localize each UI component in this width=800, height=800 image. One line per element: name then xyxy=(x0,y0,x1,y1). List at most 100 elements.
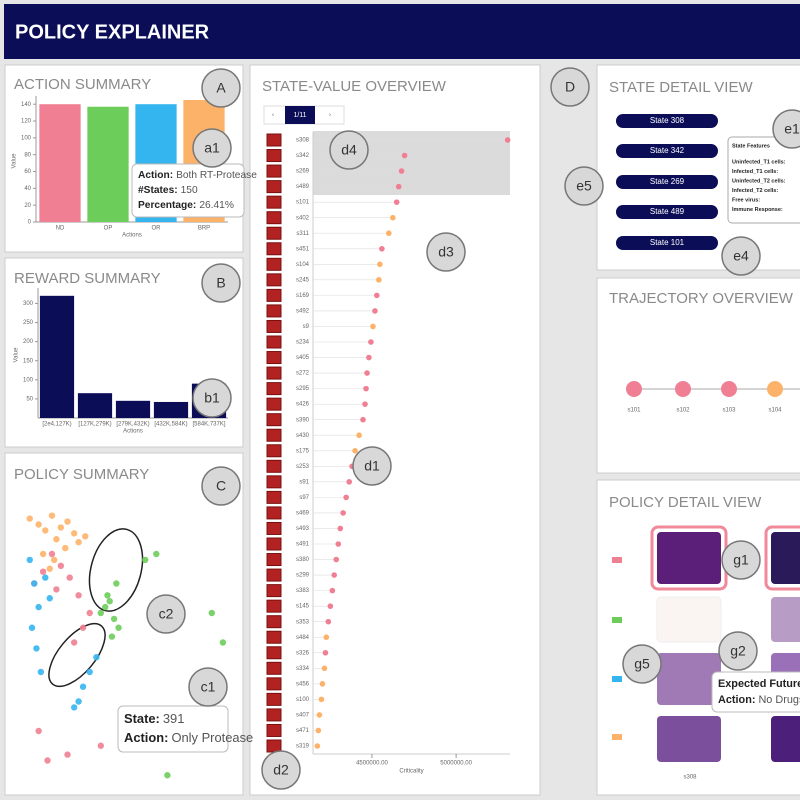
cell[interactable] xyxy=(657,532,721,584)
point xyxy=(53,536,60,543)
x-tick-label: [2e4,127K) xyxy=(42,422,71,428)
x-tick-label: OP xyxy=(104,226,113,232)
state-button-label: State 342 xyxy=(650,146,685,155)
row-marker xyxy=(266,180,282,194)
state-button[interactable] xyxy=(616,205,718,219)
y-tick-label: 150 xyxy=(23,358,34,364)
row-label: s430 xyxy=(296,433,310,439)
dot xyxy=(327,603,334,609)
y-tick-label: 200 xyxy=(23,339,34,345)
row-marker xyxy=(266,257,282,271)
cell[interactable] xyxy=(771,597,800,642)
row-marker xyxy=(266,661,282,675)
point xyxy=(39,550,47,558)
bar xyxy=(39,295,75,418)
cell[interactable] xyxy=(771,532,800,584)
tooltip-row: Infected_T1 cells: xyxy=(732,169,778,175)
point xyxy=(153,550,160,558)
annotation-circle xyxy=(201,263,241,303)
annotation-circle xyxy=(261,750,301,790)
row-marker xyxy=(266,723,282,737)
cell[interactable] xyxy=(656,596,722,643)
annotation-label: D xyxy=(565,79,575,95)
tooltip-label: State: xyxy=(124,711,160,726)
x-tick-label: 4500000.00 xyxy=(356,761,388,767)
trajectory-label: s102 xyxy=(676,408,690,414)
row-marker xyxy=(266,149,282,163)
y-tick-label: 20 xyxy=(24,203,31,209)
trajectory-node[interactable] xyxy=(626,381,642,397)
point xyxy=(70,530,78,537)
row-marker xyxy=(266,273,282,287)
row-label: s405 xyxy=(296,355,310,361)
point xyxy=(64,751,71,758)
dot xyxy=(323,634,330,641)
point xyxy=(42,574,49,581)
cell[interactable] xyxy=(657,653,721,705)
point xyxy=(39,568,47,575)
point xyxy=(113,580,120,587)
y-tick-label: 300 xyxy=(23,301,34,307)
trajectory-node[interactable] xyxy=(675,381,691,397)
cell[interactable] xyxy=(657,716,721,762)
dot xyxy=(335,541,342,547)
pager-prev[interactable]: ‹ xyxy=(272,113,274,119)
state-button[interactable] xyxy=(616,236,718,250)
dot xyxy=(325,618,332,625)
annotation-circle xyxy=(188,667,228,707)
annotation-label: c1 xyxy=(201,679,216,695)
tooltip-label: Action: xyxy=(138,170,173,181)
row-label: s97 xyxy=(299,495,309,501)
row-label: s491 xyxy=(296,542,310,548)
y-tick-label: 250 xyxy=(23,320,34,326)
x-axis-label: Criticality xyxy=(399,769,423,775)
row-label: s469 xyxy=(296,511,310,517)
annotation-label: e1 xyxy=(784,121,800,137)
row-marker xyxy=(266,335,282,349)
annotation-label: g1 xyxy=(733,552,749,568)
trajectory-node[interactable] xyxy=(767,381,783,397)
point xyxy=(53,586,60,593)
row-marker xyxy=(266,677,282,691)
state-button[interactable] xyxy=(616,175,718,189)
point xyxy=(70,639,78,646)
annotation-circle xyxy=(721,236,761,276)
y-tick-label: 140 xyxy=(21,102,32,108)
tooltip-value: 26.41% xyxy=(199,200,234,211)
dot xyxy=(340,510,346,516)
pager-next[interactable]: › xyxy=(329,113,331,119)
row-marker xyxy=(266,553,282,567)
row-marker xyxy=(266,242,282,256)
cell[interactable] xyxy=(771,716,800,762)
point xyxy=(31,580,38,587)
annotation-label: d2 xyxy=(273,762,289,778)
point xyxy=(79,624,87,631)
row-marker xyxy=(266,490,282,504)
state-button[interactable] xyxy=(616,114,718,128)
highlight xyxy=(764,525,800,591)
row-label: s104 xyxy=(296,262,310,268)
annotation-circle xyxy=(192,128,232,168)
dot xyxy=(372,308,378,314)
row-marker xyxy=(266,506,282,520)
row-marker xyxy=(266,164,282,178)
annotation-circle xyxy=(426,232,466,272)
dot xyxy=(331,572,338,578)
row-label: s402 xyxy=(296,215,310,221)
annotation-circle xyxy=(329,130,369,170)
annotation-label: B xyxy=(216,275,225,291)
row-label: s456 xyxy=(296,681,310,687)
annotation-label: d3 xyxy=(438,244,454,260)
dot xyxy=(343,494,349,501)
x-tick-label: [584K,737K] xyxy=(192,422,225,428)
row-label: s493 xyxy=(296,526,310,532)
point xyxy=(106,598,113,605)
trajectory-node[interactable] xyxy=(721,381,737,397)
state-button-label: State 489 xyxy=(650,207,685,216)
row-marker xyxy=(266,475,282,489)
row-label: s484 xyxy=(296,635,310,641)
row-marker xyxy=(266,537,282,551)
annotation-label: C xyxy=(216,478,226,494)
state-button[interactable] xyxy=(616,144,718,158)
row-marker xyxy=(266,319,282,333)
